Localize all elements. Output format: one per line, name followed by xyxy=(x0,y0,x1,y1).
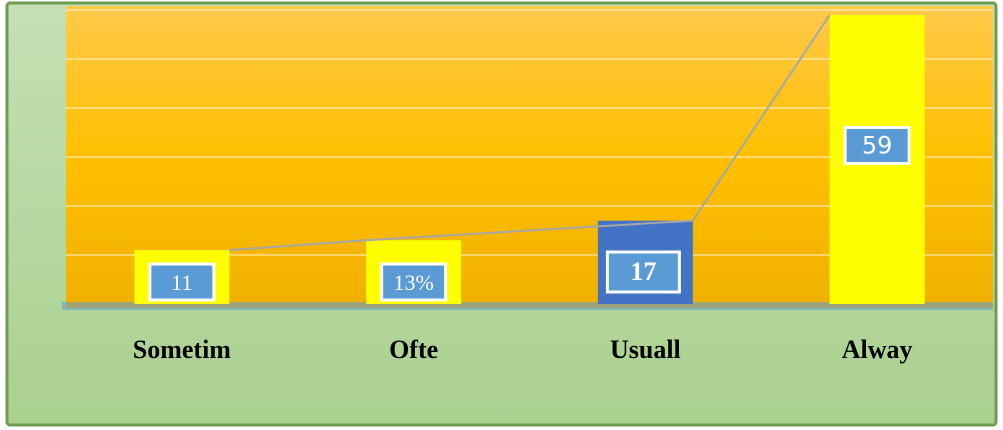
data-label: 17 xyxy=(630,257,656,286)
data-label: 11 xyxy=(171,270,192,295)
data-label-box xyxy=(605,250,681,294)
data-label-box xyxy=(148,262,216,302)
plot-baseline xyxy=(62,302,993,310)
data-label-box xyxy=(843,125,911,165)
x-tick-label: Ofte xyxy=(389,335,438,364)
x-tick-label: Alway xyxy=(842,335,913,364)
trend-line xyxy=(229,14,831,252)
category-axis: Sometim Ofte Usuall Alway xyxy=(133,335,913,364)
x-tick-label: Usuall xyxy=(610,335,681,364)
x-tick-label: Sometim xyxy=(133,335,232,364)
data-label: 59 xyxy=(862,131,893,159)
data-label-box xyxy=(380,262,448,302)
data-labels: 11 13% 17 59 xyxy=(148,125,911,302)
data-label: 13% xyxy=(393,270,433,295)
